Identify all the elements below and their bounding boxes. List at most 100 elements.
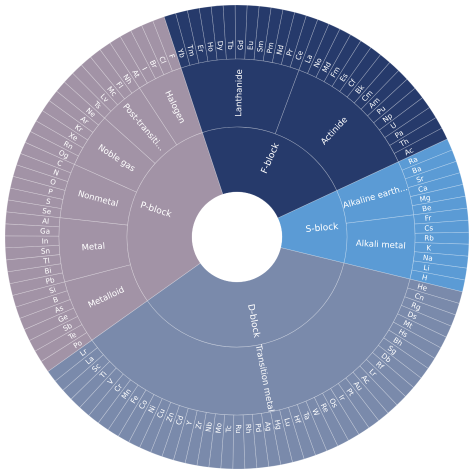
element-label-cd: Cd <box>174 414 185 426</box>
element-label-eu: Eu <box>246 41 256 51</box>
element-label-k: K <box>426 243 432 252</box>
element-label-ga: Ga <box>40 226 50 235</box>
element-label-s: S <box>45 196 52 206</box>
element-label-he: He <box>416 282 428 293</box>
element-label-si: Si <box>48 285 57 295</box>
element-label-pa: Pa <box>393 128 405 140</box>
element-label-nd: Nd <box>274 44 285 56</box>
element-label-md: Md <box>320 60 333 74</box>
element-label-lu: Lu <box>282 417 293 428</box>
element-label-rf: Rf <box>374 359 386 371</box>
element-label-og: Og <box>57 148 70 161</box>
element-label-pd: Pd <box>253 423 263 433</box>
element-label-zn: Zn <box>164 411 176 423</box>
element-label-kr: Kr <box>73 122 84 134</box>
element-label-sr: Sr <box>415 174 425 185</box>
element-label-ge: Ge <box>57 312 70 325</box>
element-label-mg: Mg <box>419 193 431 204</box>
element-label-hg: Hg <box>273 419 284 431</box>
element-label-os: Os <box>327 397 340 410</box>
element-label-i: I <box>140 66 149 72</box>
element-label-ti: Ti <box>97 369 108 380</box>
category-label-alkali-metal: Alkali metal <box>356 239 406 252</box>
element-label-hs: Hs <box>397 327 410 339</box>
element-label-er: Er <box>196 44 206 53</box>
element-label-be: Be <box>422 203 433 213</box>
element-label-dy: Dy <box>216 40 226 51</box>
element-label-tl: Tl <box>42 256 50 266</box>
element-label-lr: Lr <box>78 347 89 358</box>
element-label-re: Re <box>319 402 331 415</box>
element-label-sg: Sg <box>386 344 399 357</box>
element-label-tm: Tm <box>185 43 197 57</box>
element-label-ds: Ds <box>406 309 418 321</box>
element-label-sn: Sn <box>41 246 51 256</box>
element-label-ar: Ar <box>79 114 91 126</box>
element-label-cn: Cn <box>414 291 426 303</box>
element-label-nb: Nb <box>204 421 214 433</box>
element-label-u: U <box>389 121 399 131</box>
element-label-as: As <box>53 303 65 315</box>
element-ru <box>232 414 246 470</box>
element-label-fl: Fl <box>114 80 125 90</box>
element-label-pr: Pr <box>284 48 295 57</box>
element-label-th: Th <box>397 136 410 149</box>
element-label-n: N <box>52 167 60 177</box>
element-label-lr: Lr <box>367 367 378 378</box>
element-label-na: Na <box>423 253 434 263</box>
category-label-lanthanide: Lanthanide <box>234 69 245 117</box>
element-rb <box>414 231 470 245</box>
element-label-h: H <box>421 273 428 283</box>
element-label-hf: Hf <box>292 414 303 425</box>
element-label-b: B <box>52 295 60 305</box>
element-label-rb: Rb <box>424 233 434 242</box>
element-label-v: V <box>106 377 116 387</box>
element-label-po: Po <box>72 338 84 350</box>
element-label-zr: Zr <box>194 420 204 430</box>
element-label-ru: Ru <box>234 424 243 433</box>
element-label-c: C <box>56 158 64 168</box>
element-label-w: W <box>310 407 321 417</box>
element-label-bh: Bh <box>392 335 405 348</box>
element-label-al: Al <box>42 216 50 226</box>
element-label-ir: Ir <box>337 393 347 402</box>
center-hole <box>192 192 282 282</box>
block-label-s-block: S-block <box>305 222 339 235</box>
element-label-cs: Cs <box>424 223 433 232</box>
element-label-co: Co <box>137 398 149 411</box>
element-label-f: F <box>167 53 177 60</box>
element-label-pm: Pm <box>265 42 276 55</box>
element-label-pt: Pt <box>345 386 357 397</box>
element-label-rh: Rh <box>244 424 254 434</box>
element-label-li: Li <box>423 263 430 273</box>
element-label-ce: Ce <box>293 49 305 61</box>
element-label-fr: Fr <box>424 213 431 223</box>
element-label-tc: Tc <box>224 425 233 434</box>
element-label-p: P <box>47 187 54 197</box>
element-label-cr: Cr <box>112 382 124 394</box>
element-label-sm: Sm <box>255 40 265 53</box>
element-label-ho: Ho <box>206 41 216 52</box>
element-label-rg: Rg <box>410 300 422 312</box>
element-label-cl: Cl <box>157 55 168 65</box>
ring-categories <box>58 58 416 416</box>
element-label-br: Br <box>148 59 160 70</box>
element-label-tb: Tb <box>226 39 235 50</box>
element-label-yb: Yb <box>176 47 188 60</box>
element-label-no: No <box>312 56 324 69</box>
element-label-bi: Bi <box>44 266 52 276</box>
element-label-at: At <box>130 68 142 79</box>
element-label-ca: Ca <box>417 183 428 194</box>
element-label-gd: Gd <box>236 40 245 50</box>
element-label-ni: Ni <box>146 404 157 415</box>
ring-blocks <box>126 126 348 348</box>
element-label-mo: Mo <box>214 422 224 433</box>
element-label-rn: Rn <box>62 139 75 151</box>
element-label-cu: Cu <box>155 407 167 419</box>
element-label-mt: Mt <box>402 318 414 330</box>
element-label-pb: Pb <box>45 275 56 286</box>
element-label-o: O <box>49 177 57 187</box>
element-label-ag: Ag <box>263 421 273 432</box>
